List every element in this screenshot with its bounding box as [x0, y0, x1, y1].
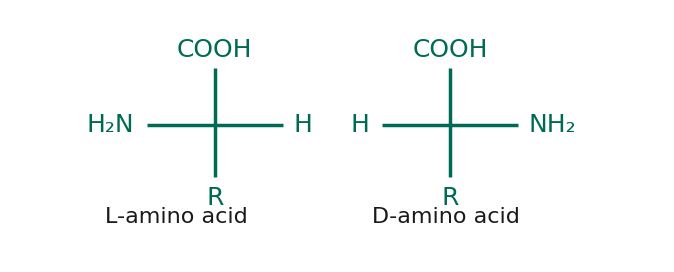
Text: NH₂: NH₂ [528, 113, 576, 137]
Text: R: R [441, 186, 458, 209]
Text: H: H [350, 113, 369, 137]
Text: COOH: COOH [412, 38, 488, 62]
Text: COOH: COOH [177, 38, 253, 62]
Text: R: R [206, 186, 224, 209]
Text: H₂N: H₂N [86, 113, 134, 137]
Text: D-amino acid: D-amino acid [371, 208, 520, 227]
Text: H: H [293, 113, 312, 137]
Text: L-amino acid: L-amino acid [105, 208, 248, 227]
